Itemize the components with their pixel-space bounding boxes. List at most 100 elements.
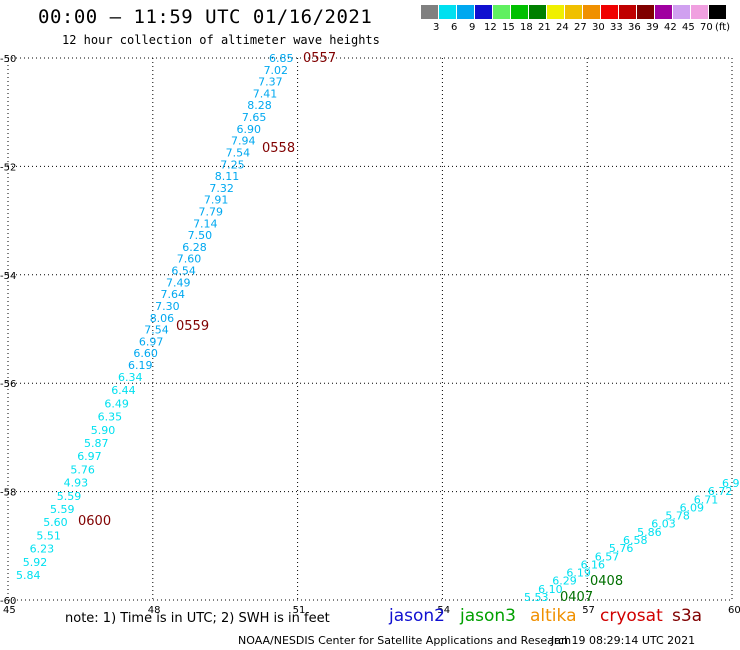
satellite-name: s3a bbox=[672, 606, 703, 626]
swh-value: 8.28 bbox=[247, 99, 271, 112]
legend-label: 33 bbox=[610, 22, 623, 33]
footer-note: note: 1) Time is in UTC; 2) SWH is in fe… bbox=[65, 611, 330, 626]
satellite-name: jason2 bbox=[389, 606, 445, 626]
y-tick-label: -60 bbox=[0, 596, 16, 607]
pass-time-label: 0407 bbox=[560, 590, 593, 605]
swh-value: 6.58 bbox=[623, 534, 648, 547]
legend-swatch bbox=[421, 5, 438, 19]
swh-value: 7.49 bbox=[166, 276, 191, 289]
swh-value: 5.60 bbox=[43, 516, 67, 529]
legend-swatch bbox=[619, 5, 636, 19]
legend-swatch bbox=[709, 5, 726, 19]
swh-value: 6.10 bbox=[538, 583, 563, 596]
credit-line: NOAA/NESDIS Center for Satellite Applica… bbox=[238, 634, 572, 647]
swh-value: 7.37 bbox=[258, 76, 283, 89]
pass-time-label: 0600 bbox=[78, 514, 111, 529]
legend-label: 27 bbox=[574, 22, 587, 33]
legend-label: 21 bbox=[538, 22, 551, 33]
swh-value: 6.03 bbox=[651, 518, 676, 531]
x-tick-label: 51 bbox=[293, 605, 306, 616]
swh-value: 6.49 bbox=[104, 397, 128, 410]
swh-value: 5.59 bbox=[50, 503, 75, 516]
page-title: 00:00 – 11:59 UTC 01/16/2021 bbox=[38, 6, 373, 28]
legend-swatch bbox=[673, 5, 690, 19]
swh-value: 6.19 bbox=[128, 359, 153, 372]
legend-label: 42 bbox=[664, 22, 677, 33]
swh-value: 7.41 bbox=[253, 87, 278, 100]
legend-label: 70 bbox=[700, 22, 713, 33]
swh-value: 5.76 bbox=[70, 463, 95, 476]
swh-value: 7.65 bbox=[242, 111, 267, 124]
swh-value: 4.93 bbox=[64, 477, 89, 490]
y-tick-label: -58 bbox=[0, 488, 16, 499]
swh-value: 6.57 bbox=[595, 550, 620, 563]
swh-value: 7.94 bbox=[231, 135, 256, 148]
swh-value: 6.09 bbox=[680, 501, 705, 514]
legend-label: 45 bbox=[682, 22, 695, 33]
legend-label: 12 bbox=[484, 22, 497, 33]
generated-timestamp: Jan 19 08:29:14 UTC 2021 bbox=[551, 634, 696, 647]
swh-value: 6.9 bbox=[722, 477, 740, 490]
swh-value: 8.06 bbox=[150, 312, 175, 325]
satellite-name: altika bbox=[530, 606, 577, 626]
swh-value: 6.72 bbox=[708, 485, 733, 498]
swh-value: 6.19 bbox=[566, 567, 591, 580]
swh-value: 5.86 bbox=[637, 526, 662, 539]
legend-swatch bbox=[439, 5, 456, 19]
y-tick-label: -54 bbox=[0, 271, 16, 282]
swh-value: 6.60 bbox=[133, 347, 158, 360]
legend-swatch bbox=[565, 5, 582, 19]
swh-value: 7.64 bbox=[161, 288, 186, 301]
legend-label: 36 bbox=[628, 22, 641, 33]
swh-value: 7.30 bbox=[155, 300, 180, 313]
swh-value: 6.54 bbox=[171, 265, 196, 278]
x-tick-label: 54 bbox=[437, 605, 450, 616]
pass-time-label: 0558 bbox=[262, 141, 295, 156]
swh-value: 6.29 bbox=[552, 575, 577, 588]
legend-swatch bbox=[547, 5, 564, 19]
page-subtitle: 12 hour collection of altimeter wave hei… bbox=[62, 33, 380, 47]
legend-swatch bbox=[601, 5, 618, 19]
swh-value: 7.32 bbox=[209, 182, 234, 195]
swh-value: 5.87 bbox=[84, 437, 109, 450]
swh-value: 7.25 bbox=[220, 158, 245, 171]
swh-value: 6.71 bbox=[694, 493, 719, 506]
x-tick-label: 60 bbox=[728, 605, 740, 616]
swh-value: 7.54 bbox=[226, 146, 251, 159]
swh-value: 5.76 bbox=[609, 542, 634, 555]
swh-value: 6.16 bbox=[581, 558, 606, 571]
legend-swatch bbox=[691, 5, 708, 19]
swh-value: 6.97 bbox=[139, 335, 164, 348]
swh-value: 7.50 bbox=[188, 229, 213, 242]
legend-swatch bbox=[637, 5, 654, 19]
y-tick-label: -52 bbox=[0, 162, 16, 173]
legend-label: 3 bbox=[433, 22, 440, 33]
y-tick-label: -50 bbox=[0, 54, 16, 65]
swh-value: 6.85 bbox=[269, 52, 294, 65]
legend-swatch bbox=[655, 5, 672, 19]
swh-value: 7.91 bbox=[204, 194, 229, 207]
swh-value: 6.90 bbox=[236, 123, 261, 136]
swh-value: 5.84 bbox=[16, 569, 41, 582]
swh-value: 7.60 bbox=[177, 253, 202, 266]
swh-value: 5.53 bbox=[524, 591, 549, 604]
swh-value: 6.34 bbox=[118, 371, 143, 384]
swh-value: 7.14 bbox=[193, 217, 218, 230]
pass-time-label: 0559 bbox=[176, 319, 209, 334]
legend-swatch bbox=[475, 5, 492, 19]
legend-label: 39 bbox=[646, 22, 659, 33]
x-tick-label: 45 bbox=[3, 605, 16, 616]
swh-value: 6.35 bbox=[98, 411, 123, 424]
legend-swatch bbox=[583, 5, 600, 19]
satellite-name: jason3 bbox=[460, 606, 516, 626]
pass-time-label: 0408 bbox=[590, 574, 623, 589]
legend-label: 9 bbox=[469, 22, 476, 33]
swh-value: 6.23 bbox=[30, 543, 54, 556]
legend-swatch bbox=[511, 5, 528, 19]
y-tick-label: -56 bbox=[0, 379, 16, 390]
legend-unit: (ft) bbox=[715, 22, 731, 33]
swh-value: 7.79 bbox=[199, 206, 224, 219]
legend-label: 6 bbox=[451, 22, 458, 33]
pass-time-label: 0557 bbox=[303, 51, 336, 66]
